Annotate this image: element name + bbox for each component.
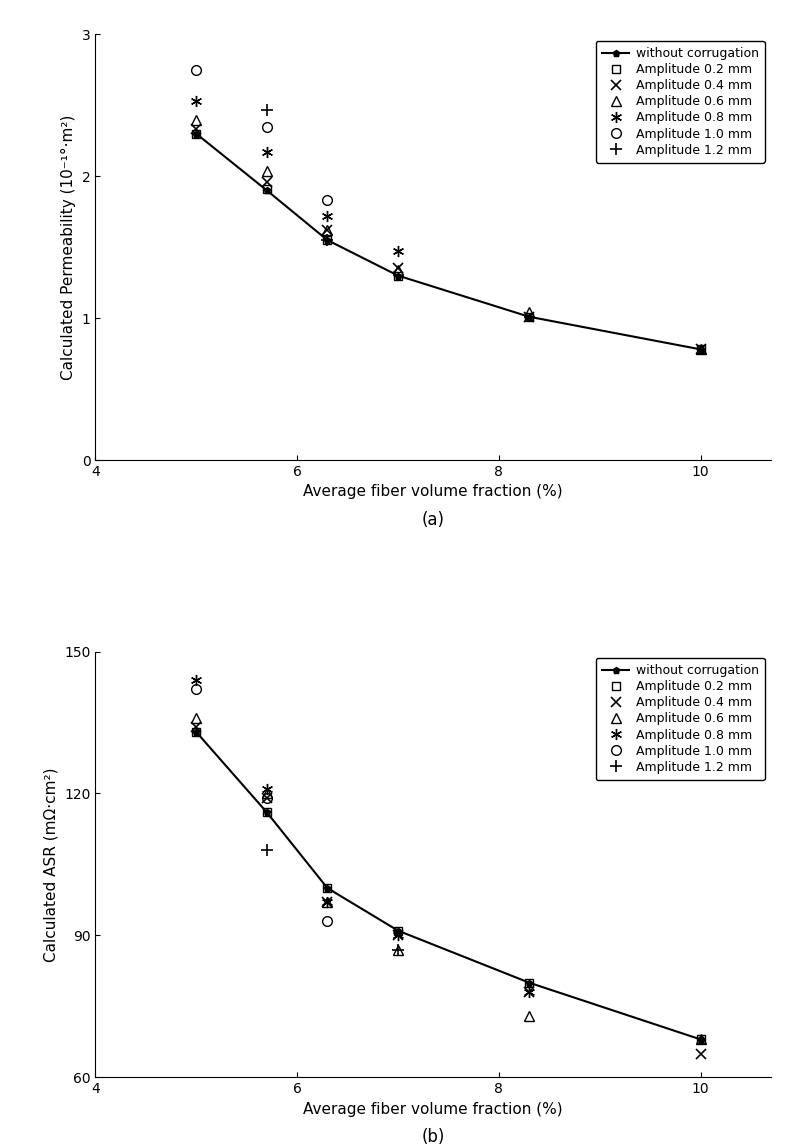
Y-axis label: Calculated ASR (mΩ·cm²): Calculated ASR (mΩ·cm²) [44, 767, 59, 961]
Line: Amplitude 1.0 mm: Amplitude 1.0 mm [192, 65, 332, 205]
Amplitude 0.6 mm [525, 1008, 534, 1022]
Amplitude 1.2 mm [262, 843, 272, 857]
Amplitude 0.6 mm [323, 895, 332, 909]
Amplitude 1.2 mm [394, 943, 403, 957]
Amplitude 1.0 mm [262, 119, 272, 133]
Amplitude 1.0 mm [192, 683, 201, 697]
Amplitude 0.8 mm [192, 673, 201, 686]
Line: Amplitude 1.2 mm: Amplitude 1.2 mm [262, 104, 333, 245]
Amplitude 1.0 mm [262, 792, 272, 806]
Amplitude 0.6 mm [696, 1033, 705, 1046]
Line: Amplitude 0.6 mm: Amplitude 0.6 mm [192, 115, 705, 354]
Line: Amplitude 0.6 mm: Amplitude 0.6 mm [192, 713, 705, 1044]
Amplitude 1.2 mm [323, 234, 332, 248]
Amplitude 0.2 mm [696, 1033, 705, 1046]
Text: (a): (a) [422, 511, 444, 529]
Y-axis label: Calculated Permeability (10⁻¹°·m²): Calculated Permeability (10⁻¹°·m²) [61, 115, 76, 379]
Amplitude 0.4 mm [696, 343, 705, 356]
Amplitude 0.2 mm [323, 234, 332, 248]
Amplitude 0.8 mm [262, 146, 272, 159]
Amplitude 1.0 mm [323, 194, 332, 207]
Amplitude 0.2 mm [525, 309, 534, 323]
Amplitude 0.6 mm [525, 306, 534, 320]
without corrugation [696, 343, 705, 356]
Amplitude 0.8 mm [262, 782, 272, 795]
Line: Amplitude 0.2 mm: Amplitude 0.2 mm [192, 728, 704, 1044]
Amplitude 0.2 mm [262, 806, 272, 819]
Amplitude 0.6 mm [262, 786, 272, 800]
without corrugation [525, 309, 534, 323]
Amplitude 0.4 mm [192, 123, 201, 136]
Amplitude 0.2 mm [525, 975, 534, 989]
Amplitude 1.0 mm [192, 63, 201, 77]
Amplitude 0.4 mm [525, 309, 534, 323]
Text: (b): (b) [421, 1129, 445, 1146]
Amplitude 0.2 mm [696, 343, 705, 356]
Amplitude 0.2 mm [394, 268, 403, 282]
without corrugation [394, 924, 403, 937]
Amplitude 0.4 mm [323, 223, 332, 237]
without corrugation [192, 127, 201, 141]
Amplitude 0.8 mm [323, 209, 332, 222]
without corrugation [262, 806, 272, 819]
Amplitude 0.4 mm [394, 261, 403, 275]
without corrugation [696, 1033, 705, 1046]
without corrugation [192, 725, 201, 739]
Amplitude 0.6 mm [696, 343, 705, 356]
Amplitude 0.2 mm [262, 182, 272, 196]
Line: without corrugation: without corrugation [192, 131, 704, 353]
Amplitude 0.8 mm [192, 94, 201, 108]
Amplitude 1.2 mm [262, 103, 272, 117]
without corrugation [323, 234, 332, 248]
Amplitude 0.6 mm [262, 164, 272, 178]
Line: Amplitude 0.8 mm: Amplitude 0.8 mm [191, 674, 535, 998]
Legend: without corrugation, Amplitude 0.2 mm, Amplitude 0.4 mm, Amplitude 0.6 mm, Ampli: without corrugation, Amplitude 0.2 mm, A… [595, 658, 765, 780]
without corrugation [262, 183, 272, 197]
Line: Amplitude 1.2 mm: Amplitude 1.2 mm [262, 845, 404, 955]
without corrugation [525, 975, 534, 989]
Amplitude 0.4 mm [192, 721, 201, 735]
Line: without corrugation: without corrugation [192, 729, 704, 1043]
X-axis label: Average fiber volume fraction (%): Average fiber volume fraction (%) [304, 1101, 563, 1116]
Amplitude 0.6 mm [192, 711, 201, 724]
Amplitude 0.4 mm [262, 792, 272, 806]
Amplitude 0.4 mm [262, 175, 272, 189]
Line: Amplitude 0.8 mm: Amplitude 0.8 mm [191, 95, 404, 257]
Amplitude 1.0 mm [323, 915, 332, 928]
Amplitude 0.8 mm [394, 928, 403, 942]
Amplitude 0.8 mm [394, 244, 403, 258]
Line: Amplitude 0.2 mm: Amplitude 0.2 mm [192, 129, 704, 353]
Line: Amplitude 1.0 mm: Amplitude 1.0 mm [192, 684, 332, 926]
Amplitude 0.4 mm [525, 986, 534, 999]
Amplitude 0.2 mm [394, 924, 403, 937]
Amplitude 0.8 mm [323, 895, 332, 909]
Amplitude 0.4 mm [696, 1046, 705, 1060]
Amplitude 0.2 mm [192, 725, 201, 739]
Amplitude 0.4 mm [394, 928, 403, 942]
Amplitude 0.8 mm [525, 986, 534, 999]
without corrugation [323, 881, 332, 895]
X-axis label: Average fiber volume fraction (%): Average fiber volume fraction (%) [304, 485, 563, 500]
Amplitude 0.4 mm [323, 895, 332, 909]
Amplitude 0.6 mm [323, 223, 332, 237]
Amplitude 0.2 mm [323, 881, 332, 895]
Legend: without corrugation, Amplitude 0.2 mm, Amplitude 0.4 mm, Amplitude 0.6 mm, Ampli: without corrugation, Amplitude 0.2 mm, A… [595, 40, 765, 163]
Line: Amplitude 0.4 mm: Amplitude 0.4 mm [192, 722, 705, 1059]
Amplitude 0.2 mm [192, 127, 201, 141]
Amplitude 0.6 mm [394, 264, 403, 277]
Amplitude 0.6 mm [394, 943, 403, 957]
Amplitude 0.6 mm [192, 112, 201, 126]
Line: Amplitude 0.4 mm: Amplitude 0.4 mm [192, 125, 705, 354]
without corrugation [394, 268, 403, 282]
